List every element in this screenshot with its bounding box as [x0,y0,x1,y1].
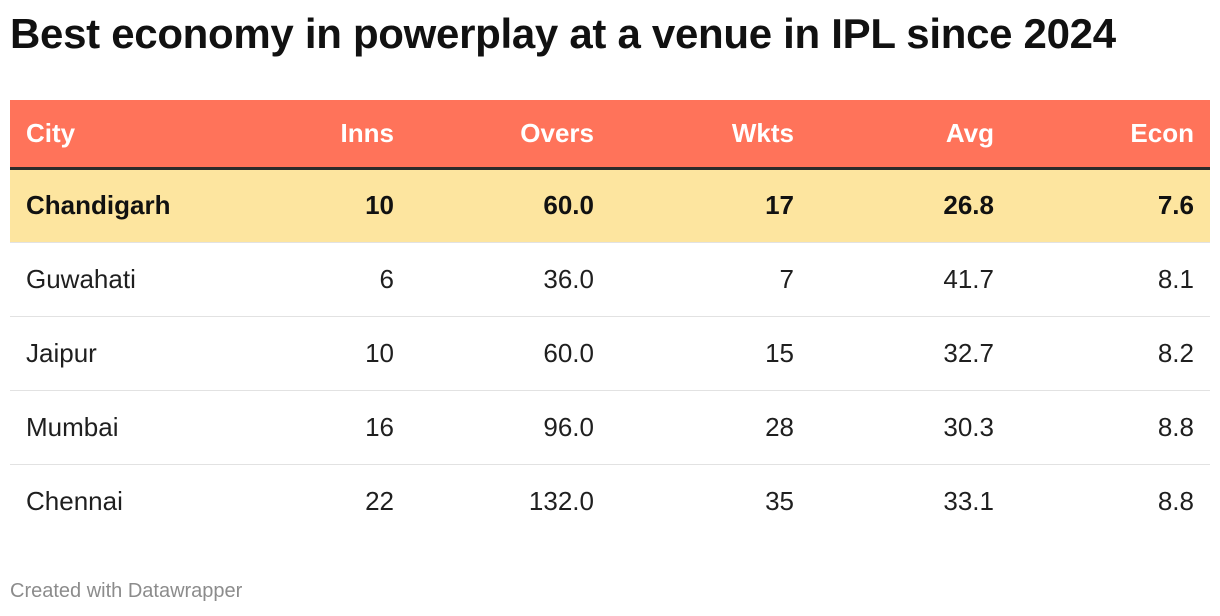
cell-wkts: 7 [779,263,794,294]
cell-econ: 8.1 [1157,263,1194,294]
cell-overs: 60.0 [543,337,594,368]
cell-wkts: 35 [765,485,794,516]
cell-city: Mumbai [26,411,119,442]
cell-avg: 30.3 [943,411,994,442]
cell-wkts: 17 [765,190,794,220]
column-header-wkts: Wkts [731,117,794,148]
cell-overs: 96.0 [543,411,594,442]
cell-inns: 22 [365,485,394,516]
table-row: Jaipur 10 60.0 15 32.7 8.2 [10,316,1210,390]
cell-city: Chennai [26,485,123,516]
cell-city: Chandigarh [26,190,171,220]
cell-econ: 7.6 [1157,190,1194,220]
cell-wkts: 28 [765,411,794,442]
table-row: Chennai 22 132.0 35 33.1 8.8 [10,464,1210,538]
cell-overs: 60.0 [543,190,594,220]
cell-wkts: 15 [765,337,794,368]
cell-city: Guwahati [26,263,136,294]
column-header-inns: Inns [340,117,394,148]
footer-credit: Created with Datawrapper [10,580,243,602]
cell-inns: 10 [365,190,394,220]
column-header-city: City [26,117,76,148]
cell-inns: 16 [365,411,394,442]
cell-avg: 26.8 [943,190,994,220]
data-table: City Inns Overs Wkts Avg Econ Chandigarh… [10,100,1210,538]
table-row: Chandigarh 10 60.0 17 26.8 7.6 [10,168,1210,242]
column-header-econ: Econ [1130,117,1194,148]
table-row: Guwahati 6 36.0 7 41.7 8.1 [10,242,1210,316]
cell-city: Jaipur [26,337,97,368]
cell-avg: 32.7 [943,337,994,368]
table-header: City Inns Overs Wkts Avg Econ [10,100,1210,168]
table-row: Mumbai 16 96.0 28 30.3 8.8 [10,390,1210,464]
cell-overs: 36.0 [543,263,594,294]
cell-overs: 132.0 [528,485,594,516]
column-header-overs: Overs [520,117,594,148]
cell-avg: 41.7 [943,263,994,294]
table-body: Chandigarh 10 60.0 17 26.8 7.6 Guwahati 6 36.0 7 4… [10,168,1210,538]
column-header-avg: Avg [945,117,994,148]
header-row: City Inns Overs Wkts Avg Econ [10,100,1210,168]
cell-econ: 8.2 [1157,337,1194,368]
cell-econ: 8.8 [1157,411,1194,442]
cell-avg: 33.1 [943,485,994,516]
chart-title: Best economy in powerplay at a venue in … [10,10,1116,57]
cell-inns: 10 [365,337,394,368]
cell-inns: 6 [379,263,394,294]
cell-econ: 8.8 [1157,485,1194,516]
